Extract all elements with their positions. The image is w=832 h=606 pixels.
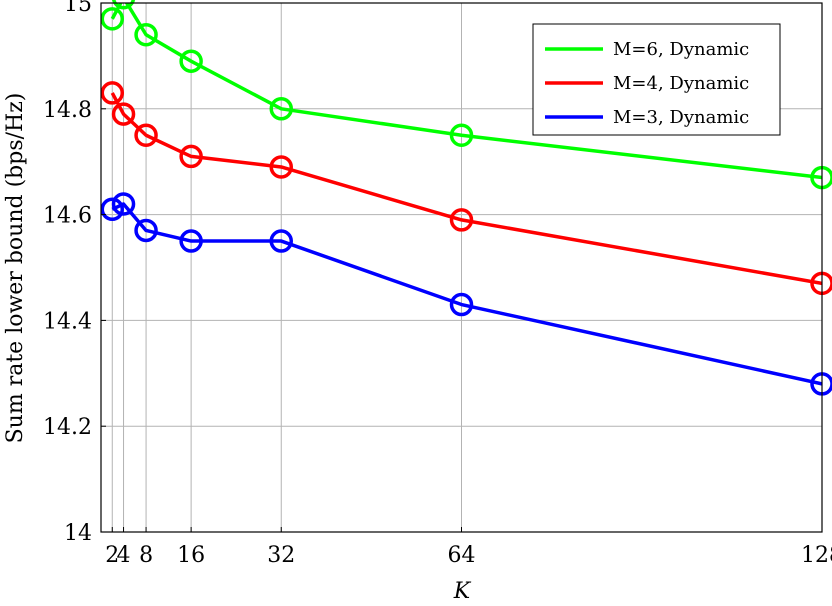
x-tick-label: 4 bbox=[117, 543, 131, 568]
data-point bbox=[134, 218, 158, 243]
legend-label: M=3, Dynamic bbox=[613, 107, 749, 128]
data-point bbox=[111, 102, 136, 126]
legend: M=6, Dynamic M=4, Dynamic M=3, Dynamic bbox=[532, 23, 781, 136]
y-axis: 14 14.2 14.4 14.6 14.8 15 bbox=[43, 0, 106, 546]
y-tick-label: 15 bbox=[64, 0, 92, 17]
data-point bbox=[449, 123, 474, 147]
y-tick-label: 14.8 bbox=[43, 98, 92, 123]
series-line bbox=[110, 92, 822, 286]
x-tick-label: 2 bbox=[105, 543, 119, 568]
series-line bbox=[110, 3, 822, 180]
data-point bbox=[179, 229, 203, 253]
y-axis-label: Sum rate lower bound (bps/Hz) bbox=[3, 93, 28, 444]
y-tick-label: 14.2 bbox=[43, 415, 92, 440]
series-layer bbox=[110, 3, 822, 386]
data-point bbox=[269, 229, 293, 253]
x-tick-label: 16 bbox=[177, 543, 205, 568]
data-point bbox=[179, 144, 203, 169]
y-tick-label: 14 bbox=[64, 521, 92, 546]
data-point bbox=[179, 49, 203, 73]
marker-layer bbox=[100, 0, 832, 396]
data-point bbox=[449, 292, 474, 317]
series-line bbox=[111, 202, 822, 386]
x-axis-label: K bbox=[453, 579, 472, 604]
y-tick-label: 14.4 bbox=[43, 309, 92, 334]
data-point bbox=[111, 192, 136, 216]
data-point bbox=[134, 22, 158, 47]
data-point bbox=[449, 208, 474, 232]
data-point bbox=[112, 0, 136, 10]
x-tick-label: 32 bbox=[267, 543, 295, 568]
legend-label: M=6, Dynamic bbox=[613, 39, 749, 60]
data-point bbox=[134, 123, 158, 147]
x-tick-label: 128 bbox=[801, 543, 832, 568]
data-point bbox=[100, 197, 125, 222]
x-tick-label: 8 bbox=[139, 543, 153, 568]
data-point bbox=[269, 97, 293, 121]
data-point bbox=[269, 155, 293, 179]
data-point bbox=[100, 81, 125, 105]
x-axis: 248 16 32 64 128 bbox=[105, 527, 832, 568]
data-point bbox=[100, 7, 125, 31]
y-tick-label: 14.6 bbox=[43, 204, 92, 229]
x-tick-label: 64 bbox=[448, 543, 476, 568]
legend-label: M=4, Dynamic bbox=[613, 73, 749, 94]
